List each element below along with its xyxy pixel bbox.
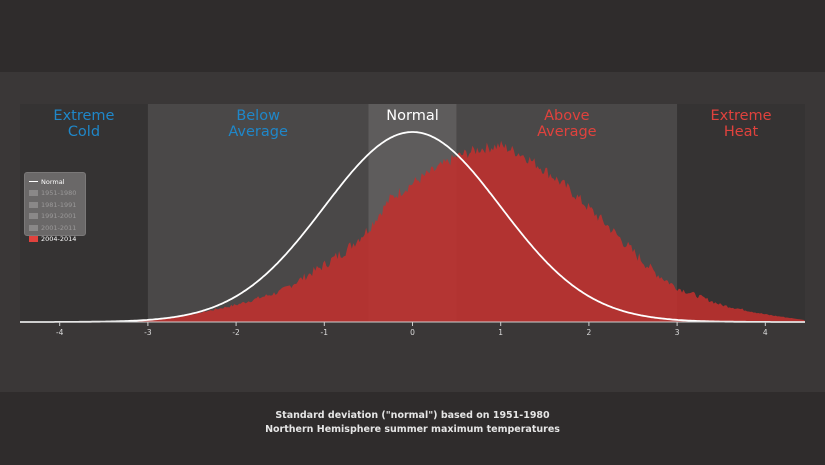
series-line-normal [20,131,805,323]
legend-entry: Normal [29,176,81,188]
legend-label: 1981-1991 [41,200,77,209]
legend-entry: 2004-2014 [29,234,81,246]
band-extreme-heat [677,104,805,322]
x-tick-label: 0 [410,328,415,337]
chart-subtitle: Northern Hemisphere summer maximum tempe… [265,424,560,435]
legend-swatch [29,224,38,231]
band-label-line: Below [236,108,280,124]
band-label: Extreme Heat [681,108,801,140]
band-label-line: Extreme [710,108,772,124]
x-tick-label: 2 [587,328,592,337]
band-label-line: Average [537,124,597,140]
legend-entry: 1991-2001 [29,211,81,223]
band-label-line: Normal [386,108,439,124]
legend-label: 2004-2014 [41,235,77,244]
x-tick-label: -1 [321,328,329,337]
band-label: Below Average [198,108,318,140]
band-label: Extreme Cold [24,108,144,140]
legend-swatch [29,181,38,183]
series-area-2004-2014 [20,140,805,322]
x-tick-label: -3 [144,328,152,337]
band-label-line: Extreme [53,108,115,124]
x-tick-label: -2 [232,328,240,337]
legend-entry: 2001-2011 [29,222,81,234]
legend-swatch [29,190,38,197]
legend-swatch [29,213,38,220]
legend-label: 2001-2011 [41,223,77,232]
axis-title: Standard deviation ("normal") based on 1… [0,409,825,437]
legend-label: Normal [41,177,65,186]
legend: Normal 1951-1980 1981-1991 1991-2001 2001-20… [24,172,86,243]
legend-swatch [29,236,38,243]
x-tick-label: 3 [675,328,680,337]
legend-entry: 1951-1980 [29,188,81,200]
legend-swatch [29,201,38,208]
band-label-line: Heat [723,124,759,140]
band-label: Above Average [507,108,627,140]
chart-panel: -4 -3 -2 -1 0 1 2 3 4 Extreme Cold Below Average Nor… [0,72,825,435]
band-label-line: Cold [67,124,101,140]
band-label-line: Average [228,124,288,140]
legend-label: 1991-2001 [41,212,77,221]
band-label: Normal [353,108,473,124]
legend-label: 1951-1980 [41,189,77,198]
x-tick-label: 1 [498,328,503,337]
x-axis-label: Standard deviation ("normal") based on 1… [275,410,550,421]
x-tick-label: 4 [763,328,768,337]
x-tick-label: -4 [56,328,64,337]
legend-entry: 1981-1991 [29,199,81,211]
chart-canvas: -4 -3 -2 -1 0 1 2 3 4 [20,104,805,337]
band-label-line: Above [544,108,590,124]
